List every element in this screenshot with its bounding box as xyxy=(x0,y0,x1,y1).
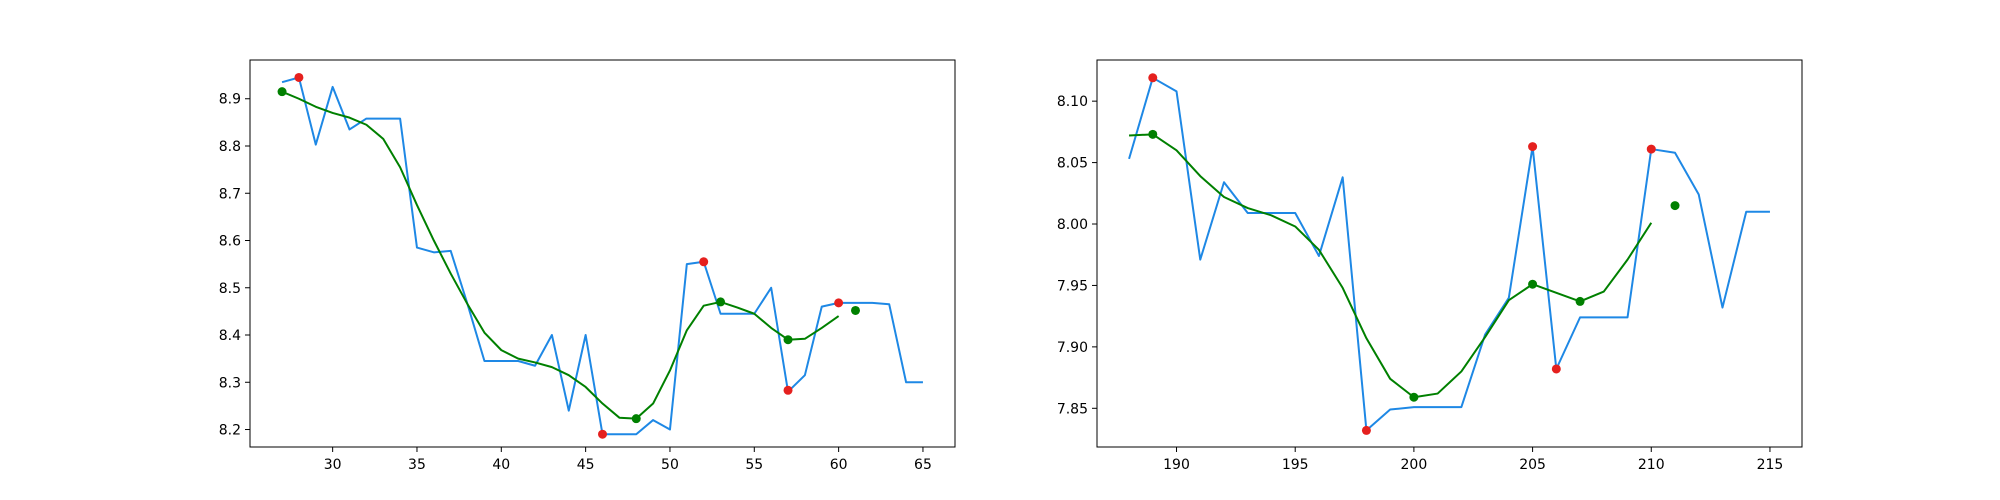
green-marker xyxy=(783,335,793,345)
x-tick-label: 45 xyxy=(577,457,595,473)
left-chart: 30 35 40 45 50 55 60 65 8.2 8.3 8.4 8.5 8.6 8.7 8.8 8.9 xyxy=(219,59,956,473)
green-marker xyxy=(1575,296,1585,306)
x-tick-label: 40 xyxy=(492,457,510,473)
red-marker xyxy=(1528,142,1538,152)
green-marker xyxy=(1409,392,1419,402)
x-tick-label: 30 xyxy=(324,457,342,473)
y-tick-label: 8.4 xyxy=(219,328,241,344)
red-marker xyxy=(699,257,709,267)
red-marker xyxy=(1148,73,1158,83)
x-tick-label: 50 xyxy=(661,457,679,473)
x-tick-label: 65 xyxy=(914,457,932,473)
y-tick-label: 8.8 xyxy=(219,139,241,155)
right-chart: 190 195 200 205 210 215 7.85 7.90 7.95 8.00 8.05 8.… xyxy=(1057,59,1803,473)
red-marker xyxy=(598,429,607,439)
y-tick-label: 8.9 xyxy=(219,92,241,108)
x-tick-label: 205 xyxy=(1519,457,1546,473)
y-tick-label: 8.10 xyxy=(1057,94,1088,110)
x-tick-label: 215 xyxy=(1757,457,1784,473)
y-tick-label: 8.05 xyxy=(1057,156,1088,172)
red-marker xyxy=(1551,364,1561,374)
green-marker xyxy=(277,87,287,97)
red-marker xyxy=(1646,144,1656,154)
series-line-raw xyxy=(281,76,923,436)
green-marker xyxy=(716,297,726,307)
x-tick-label: 200 xyxy=(1401,457,1428,473)
series-line-smoothed xyxy=(1128,133,1653,399)
x-tick-label: 60 xyxy=(830,457,848,473)
y-tick-label: 8.00 xyxy=(1057,217,1088,233)
x-tick-label: 55 xyxy=(745,457,763,473)
plot-frame xyxy=(249,59,956,448)
plot-frame xyxy=(1096,59,1803,448)
y-tick-label: 8.3 xyxy=(219,375,241,391)
red-marker xyxy=(1361,425,1371,435)
green-marker xyxy=(1670,201,1680,211)
green-marker xyxy=(1148,129,1158,139)
red-marker xyxy=(834,298,844,308)
x-tick-label: 190 xyxy=(1163,457,1190,473)
green-marker xyxy=(850,305,860,315)
y-tick-label: 7.95 xyxy=(1057,278,1088,294)
y-tick-label: 8.7 xyxy=(219,186,241,202)
red-marker xyxy=(294,72,304,82)
red-marker xyxy=(783,385,793,395)
x-tick-label: 195 xyxy=(1282,457,1309,473)
x-tick-label: 35 xyxy=(408,457,426,473)
series-line-smoothed xyxy=(281,90,840,420)
y-tick-label: 8.5 xyxy=(219,281,241,297)
green-marker xyxy=(1528,279,1538,289)
x-tick-label: 210 xyxy=(1638,457,1665,473)
y-tick-label: 8.6 xyxy=(219,234,241,250)
series-line-raw xyxy=(1128,76,1770,432)
y-tick-label: 8.2 xyxy=(219,423,241,439)
y-tick-label: 7.90 xyxy=(1057,340,1088,356)
green-marker xyxy=(631,414,641,424)
y-tick-label: 7.85 xyxy=(1057,401,1088,417)
